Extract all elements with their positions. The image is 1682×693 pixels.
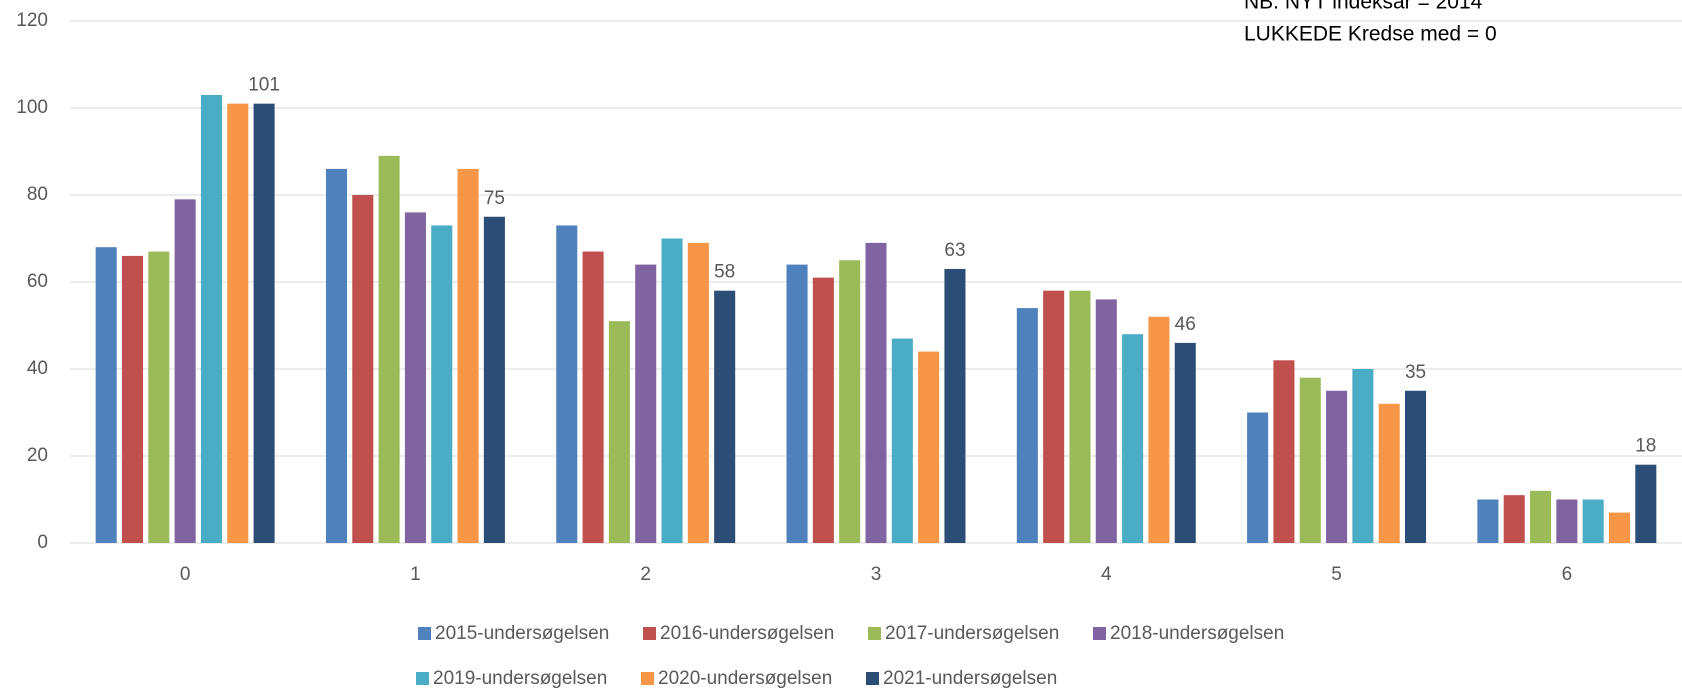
bar xyxy=(200,94,222,543)
bar xyxy=(1530,490,1552,543)
y-tick-label: 60 xyxy=(27,271,48,292)
bar xyxy=(944,268,966,543)
legend-swatch xyxy=(866,672,879,685)
y-tick-label: 100 xyxy=(16,97,48,118)
bar xyxy=(1477,499,1499,543)
legend-swatch xyxy=(868,627,881,640)
bar xyxy=(661,238,683,543)
data-label: 35 xyxy=(1405,362,1426,383)
bar xyxy=(1122,334,1144,543)
y-tick-label: 40 xyxy=(27,358,48,379)
bar xyxy=(1404,390,1427,543)
bar xyxy=(1503,495,1525,543)
bar xyxy=(1326,390,1348,543)
bar xyxy=(325,168,348,543)
bar xyxy=(378,155,400,543)
bar xyxy=(121,255,144,543)
data-label: 63 xyxy=(944,240,965,261)
bar xyxy=(1247,412,1269,543)
x-tick-label: 1 xyxy=(410,564,421,585)
bar xyxy=(635,264,657,543)
bar xyxy=(812,277,834,543)
bar xyxy=(95,247,117,543)
bar xyxy=(1273,360,1295,543)
bar xyxy=(1069,290,1091,543)
bar xyxy=(1378,403,1400,543)
bar xyxy=(1043,290,1065,543)
legend-label: 2015-undersøgelsen xyxy=(435,623,609,644)
bar xyxy=(608,321,630,543)
annotation: NB. NYT indeksår = 2014 xyxy=(1244,0,1483,14)
bar xyxy=(483,216,505,543)
bar xyxy=(1608,512,1631,543)
bar xyxy=(253,103,275,544)
bar xyxy=(431,225,453,543)
bar xyxy=(1556,499,1578,543)
legend-label: 2019-undersøgelsen xyxy=(433,668,607,689)
legend-label: 2021-undersøgelsen xyxy=(883,668,1057,689)
bar xyxy=(839,260,861,543)
bar xyxy=(1299,377,1321,543)
data-label: 18 xyxy=(1635,436,1656,457)
data-label: 101 xyxy=(248,75,280,96)
bar xyxy=(1148,316,1170,543)
bar xyxy=(1582,499,1604,543)
bar xyxy=(174,199,196,543)
y-tick-label: 120 xyxy=(16,10,48,31)
bar xyxy=(457,168,479,543)
y-tick-label: 20 xyxy=(27,445,48,466)
annotation: LUKKEDE Kredse med = 0 xyxy=(1244,23,1497,46)
legend-swatch xyxy=(643,627,656,640)
x-tick-label: 6 xyxy=(1562,564,1573,585)
data-label: 58 xyxy=(714,262,735,283)
bar xyxy=(1174,342,1196,543)
legend-label: 2018-undersøgelsen xyxy=(1110,623,1284,644)
legend-label: 2016-undersøgelsen xyxy=(660,623,834,644)
x-tick-label: 5 xyxy=(1331,564,1342,585)
bar xyxy=(1352,369,1374,543)
legend-swatch xyxy=(641,672,654,685)
bar xyxy=(1095,299,1117,543)
bar xyxy=(352,195,374,543)
legend-label: 2020-undersøgelsen xyxy=(658,668,832,689)
y-tick-label: 0 xyxy=(37,532,48,553)
x-tick-label: 3 xyxy=(871,564,882,585)
legend-swatch xyxy=(416,672,429,685)
bar xyxy=(556,225,578,543)
bar xyxy=(404,212,426,543)
y-tick-label: 80 xyxy=(27,184,48,205)
x-tick-label: 0 xyxy=(180,564,191,585)
x-tick-label: 4 xyxy=(1101,564,1112,585)
data-label: 75 xyxy=(484,188,505,209)
bar xyxy=(687,242,709,543)
bar xyxy=(1635,464,1657,543)
legend-swatch xyxy=(418,627,431,640)
legend-label: 2017-undersøgelsen xyxy=(885,623,1059,644)
bar xyxy=(891,338,913,543)
bar xyxy=(1016,308,1038,543)
data-label: 46 xyxy=(1175,314,1196,335)
bar xyxy=(714,290,736,543)
bar xyxy=(148,251,170,544)
bar xyxy=(227,103,249,544)
x-tick-label: 2 xyxy=(640,564,651,585)
bar xyxy=(786,264,808,543)
bar xyxy=(865,242,887,543)
bar xyxy=(582,251,604,544)
bar xyxy=(918,351,940,543)
legend-swatch xyxy=(1093,627,1106,640)
